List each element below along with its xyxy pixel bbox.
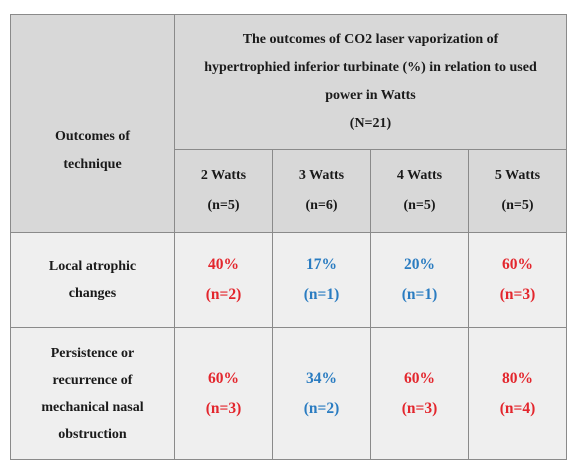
column-header-2w: 2 Watts (n=5) (174, 149, 273, 233)
row-label-cell: Local atrophic changes (10, 232, 175, 328)
cell-percent: 17% (306, 256, 337, 273)
table-title-line-1: The outcomes of CO2 laser vaporization o… (242, 32, 499, 47)
cell-percent: 20% (404, 256, 435, 273)
table-row-persistence-or-recurrence: Persistence or recurrence of mechanical … (10, 327, 567, 460)
cell-percent: 60% (208, 369, 239, 387)
outcomes-header-line-1: Outcomes of (54, 129, 131, 144)
cell-percent: 60% (502, 256, 533, 273)
column-header-n: (n=5) (403, 198, 436, 213)
cell-count: (n=1) (303, 286, 340, 303)
cell-percent: 80% (502, 369, 533, 387)
row-label-line: Persistence or (50, 345, 135, 361)
table-row-local-atrophic-changes: Local atrophic changes 40% (n=2) 17% (n=… (10, 232, 567, 328)
cell-percent: 40% (208, 256, 239, 273)
column-header-n: (n=5) (207, 198, 240, 213)
table-title-line-3: power in Watts (325, 88, 416, 103)
data-cell: 60% (n=3) (174, 327, 273, 460)
row-label-line: changes (68, 286, 117, 301)
column-header-n: (n=6) (305, 198, 338, 213)
column-header-3w: 3 Watts (n=6) (272, 149, 371, 233)
cell-count: (n=2) (303, 399, 340, 417)
data-cell: 17% (n=1) (272, 232, 371, 328)
row-label-line: Local atrophic (48, 259, 137, 274)
table-title-cell: The outcomes of CO2 laser vaporization o… (174, 14, 567, 150)
table-title-line-2: hypertrophied inferior turbinate (%) in … (204, 60, 537, 75)
cell-count: (n=4) (499, 399, 536, 417)
row-label-line: obstruction (58, 426, 127, 442)
column-header-n: (n=5) (501, 198, 534, 213)
cell-percent: 60% (404, 369, 435, 387)
column-header-label: 2 Watts (200, 168, 247, 183)
data-cell: 20% (n=1) (370, 232, 469, 328)
cell-count: (n=1) (401, 286, 438, 303)
table-title-line-4: (N=21) (349, 116, 392, 131)
results-table: Outcomes of technique The outcomes of CO… (10, 14, 567, 460)
row-label-cell: Persistence or recurrence of mechanical … (10, 327, 175, 460)
cell-count: (n=3) (499, 286, 536, 303)
row-label-line: mechanical nasal (41, 399, 144, 415)
column-header-label: 4 Watts (396, 168, 443, 183)
column-header-label: 3 Watts (298, 168, 345, 183)
column-header-label: 5 Watts (494, 168, 541, 183)
data-cell: 60% (n=3) (468, 232, 567, 328)
column-header-5w: 5 Watts (n=5) (468, 149, 567, 233)
outcomes-header-cell: Outcomes of technique (10, 14, 175, 233)
cell-count: (n=2) (205, 286, 242, 303)
data-cell: 60% (n=3) (370, 327, 469, 460)
row-label-line: recurrence of (52, 372, 133, 388)
cell-percent: 34% (306, 369, 337, 387)
cell-count: (n=3) (205, 399, 242, 417)
data-cell: 80% (n=4) (468, 327, 567, 460)
outcomes-header-line-2: technique (63, 157, 122, 172)
column-header-4w: 4 Watts (n=5) (370, 149, 469, 233)
cell-count: (n=3) (401, 399, 438, 417)
data-cell: 34% (n=2) (272, 327, 371, 460)
data-cell: 40% (n=2) (174, 232, 273, 328)
